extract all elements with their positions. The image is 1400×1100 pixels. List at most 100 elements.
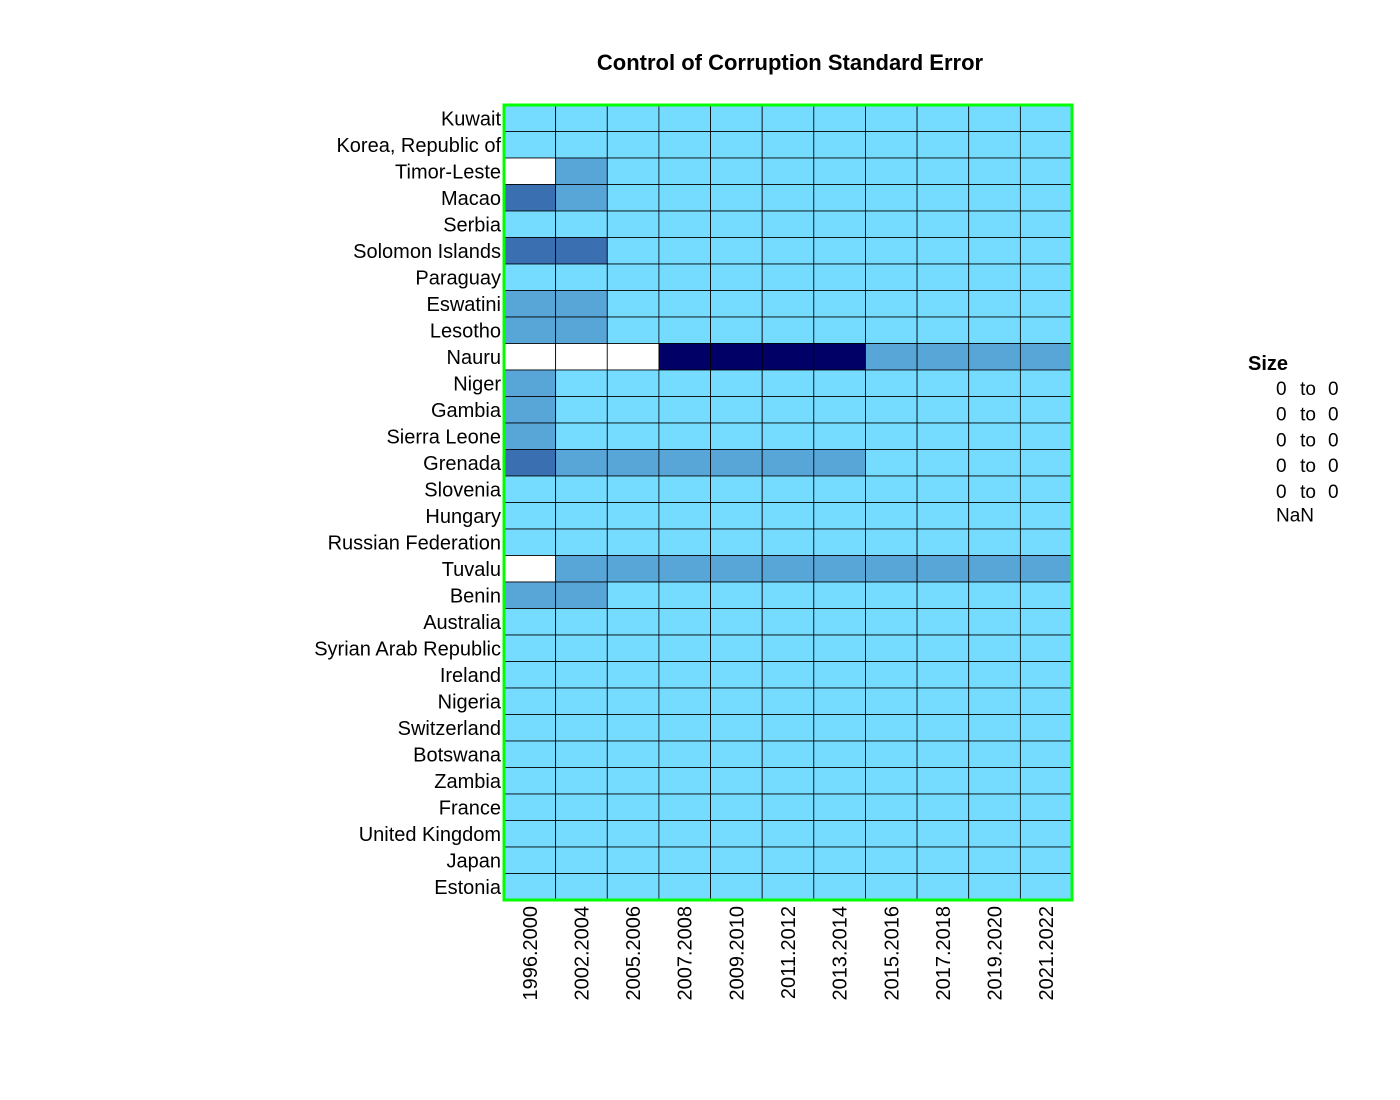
heatmap-cell: [1019, 422, 1073, 450]
heatmap-cell: [916, 846, 970, 874]
row-label: Serbia: [443, 214, 502, 236]
row-label: Zambia: [434, 771, 502, 793]
legend-range-from: 0: [1276, 482, 1287, 503]
heatmap-cell: [606, 237, 660, 265]
heatmap-cell: [761, 131, 815, 159]
heatmap-cell: [710, 343, 763, 371]
heatmap-cell: [606, 740, 660, 768]
heatmap-cell: [503, 184, 557, 212]
row-label: Paraguay: [415, 267, 501, 289]
column-label: 2017.2018: [933, 906, 955, 1001]
heatmap-cell: [865, 184, 918, 212]
heatmap-cell: [916, 237, 970, 265]
heatmap-cell: [916, 263, 970, 291]
heatmap-cell: [916, 687, 970, 715]
heatmap-cell: [658, 237, 711, 265]
heatmap-cell: [761, 608, 815, 636]
row-label: Estonia: [434, 877, 502, 899]
heatmap-cell: [658, 846, 711, 874]
heatmap-cell: [658, 184, 711, 212]
heatmap-cell: [916, 131, 970, 159]
heatmap-cell: [658, 873, 711, 901]
heatmap-cell: [503, 767, 557, 795]
heatmap-cell: [555, 184, 608, 212]
heatmap-cell: [1019, 502, 1073, 530]
heatmap-cell: [916, 528, 970, 556]
heatmap-cell: [761, 475, 815, 503]
row-label: France: [439, 797, 501, 819]
heatmap-cell: [916, 793, 970, 821]
heatmap-cell: [968, 767, 1021, 795]
column-label: 2005.2006: [623, 906, 645, 1001]
heatmap-cell: [710, 422, 763, 450]
heatmap-cell: [658, 210, 711, 238]
heatmap-cell: [503, 820, 557, 848]
heatmap-cell: [865, 687, 918, 715]
heatmap-cell: [761, 502, 815, 530]
heatmap-cell: [555, 687, 608, 715]
heatmap-cell: [555, 820, 608, 848]
heatmap-cell: [606, 581, 660, 609]
heatmap-cell: [968, 873, 1021, 901]
heatmap-cell: [1019, 263, 1073, 291]
heatmap-cell: [658, 449, 711, 477]
legend-range-to: 0: [1328, 405, 1339, 426]
heatmap-cell: [606, 369, 660, 397]
heatmap-cell: [916, 369, 970, 397]
row-label: Benin: [450, 585, 501, 607]
heatmap-cell: [503, 740, 557, 768]
heatmap-cell: [865, 396, 918, 424]
heatmap-cell: [555, 740, 608, 768]
heatmap-cell: [658, 157, 711, 185]
heatmap-cell: [1019, 316, 1073, 344]
heatmap-cell: [1019, 714, 1073, 742]
heatmap-cell: [968, 740, 1021, 768]
heatmap-cell: [865, 369, 918, 397]
heatmap-cell: [916, 502, 970, 530]
legend-range-to: 0: [1328, 456, 1339, 477]
heatmap-cell: [761, 555, 815, 583]
heatmap-cell: [968, 131, 1021, 159]
heatmap-cell: [761, 846, 815, 874]
heatmap-cell: [916, 184, 970, 212]
heatmap-cell: [968, 422, 1021, 450]
heatmap-cell: [606, 820, 660, 848]
row-label: Syrian Arab Republic: [314, 638, 501, 660]
heatmap-cell: [761, 316, 815, 344]
heatmap-cell: [658, 528, 711, 556]
heatmap-cell: [710, 873, 763, 901]
legend-range-sep: to: [1300, 379, 1316, 400]
heatmap-cell: [606, 555, 660, 583]
heatmap-cell: [710, 157, 763, 185]
heatmap-cell: [813, 104, 866, 132]
heatmap-cell: [555, 608, 608, 636]
heatmap-cell: [968, 290, 1021, 318]
heatmap-cell: [813, 661, 866, 689]
legend-range-from: 0: [1276, 430, 1287, 451]
heatmap-cell: [1019, 210, 1073, 238]
row-label: Australia: [423, 612, 502, 634]
heatmap-cell: [813, 528, 866, 556]
heatmap-cell: [865, 157, 918, 185]
heatmap-cell: [658, 475, 711, 503]
heatmap-cell: [916, 661, 970, 689]
heatmap-cell: [865, 290, 918, 318]
heatmap-cell: [916, 740, 970, 768]
heatmap-cell: [1019, 396, 1073, 424]
heatmap-cell: [968, 793, 1021, 821]
heatmap-cell: [968, 343, 1021, 371]
heatmap-cell: [916, 449, 970, 477]
heatmap-cell: [503, 290, 557, 318]
heatmap-cell: [865, 873, 918, 901]
heatmap-cell: [916, 714, 970, 742]
row-label: Hungary: [425, 506, 501, 528]
heatmap-cell: [503, 131, 557, 159]
heatmap-cell: [916, 555, 970, 583]
row-label: Niger: [453, 373, 501, 395]
heatmap-cell: [710, 104, 763, 132]
column-label: 1996.2000: [520, 906, 542, 1001]
row-label: Nigeria: [438, 691, 502, 713]
heatmap-cell: [658, 131, 711, 159]
heatmap-cell: [813, 396, 866, 424]
heatmap-cell: [606, 104, 660, 132]
